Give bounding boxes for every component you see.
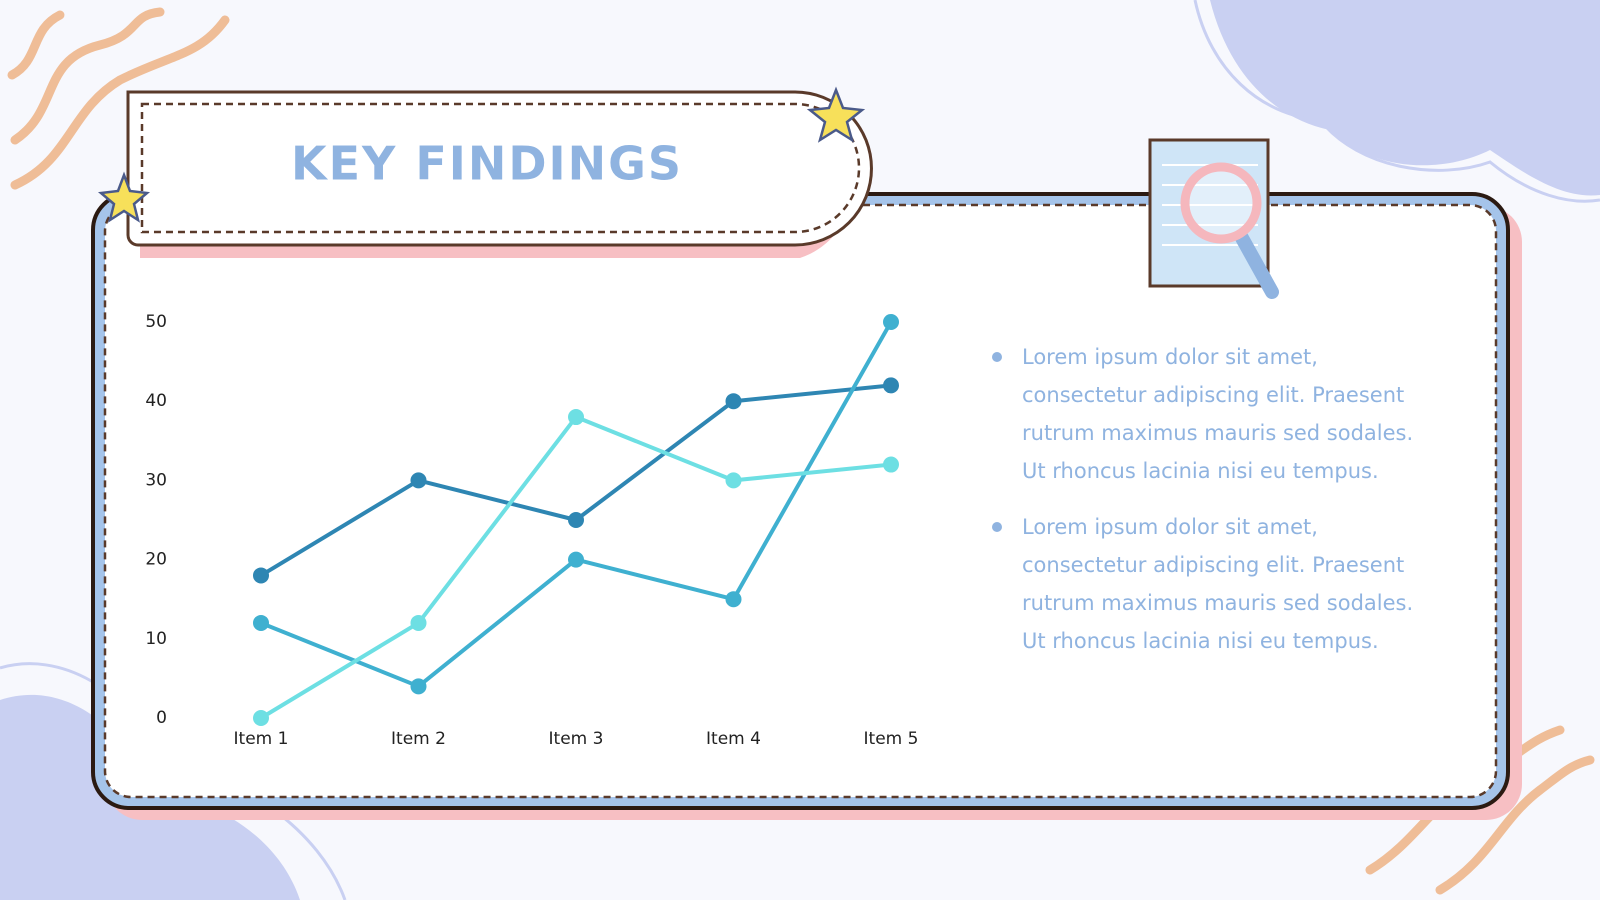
data-point <box>410 614 427 631</box>
data-point <box>568 512 584 528</box>
x-tick-label: Item 1 <box>234 729 289 749</box>
squiggle <box>10 7 165 145</box>
squiggle <box>10 15 230 190</box>
x-tick-label: Item 4 <box>706 729 761 749</box>
data-point <box>568 409 584 426</box>
handle <box>1235 231 1279 299</box>
bullet-list: Lorem ipsum dolor sit amet, consectetur … <box>992 338 1432 678</box>
card <box>103 203 1498 799</box>
bullet: Lorem ipsum dolor sit amet, consectetur … <box>992 338 1432 490</box>
data-point <box>725 472 742 489</box>
search-icon <box>1148 138 1279 299</box>
squiggle <box>7 10 65 80</box>
star <box>97 171 151 223</box>
x-tick-label: Item 5 <box>864 729 919 749</box>
line-chart: 0 10 20 30 40 50 Item 1 Item 2 Item 3 Item 4 Item … <box>145 312 918 749</box>
data-point <box>410 472 427 489</box>
y-tick-label: 0 <box>156 708 167 728</box>
data-point <box>253 567 269 584</box>
data-point <box>568 551 584 568</box>
data-point <box>883 377 899 394</box>
data-point <box>725 393 742 410</box>
slide-title: KEY FINDINGS <box>291 137 683 191</box>
data-point <box>253 710 269 726</box>
data-point <box>883 314 899 330</box>
y-tick-label: 30 <box>145 470 167 490</box>
bullet: Lorem ipsum dolor sit amet, consectetur … <box>992 508 1432 660</box>
y-tick-label: 40 <box>145 391 167 411</box>
squiggle <box>1435 755 1595 895</box>
data-point <box>253 614 269 631</box>
x-tick-label: Item 2 <box>391 729 446 749</box>
squiggles <box>7 7 1595 895</box>
data-point <box>410 678 427 695</box>
data-point <box>883 456 899 473</box>
y-tick-label: 20 <box>145 550 167 570</box>
x-tick-label: Item 3 <box>549 729 604 749</box>
lens <box>1180 162 1262 244</box>
data-point <box>725 591 742 608</box>
star <box>806 86 866 143</box>
y-tick-label: 10 <box>145 629 167 649</box>
y-tick-label: 50 <box>145 312 167 332</box>
blob <box>1210 0 1600 196</box>
blob-outline <box>1193 0 1600 203</box>
